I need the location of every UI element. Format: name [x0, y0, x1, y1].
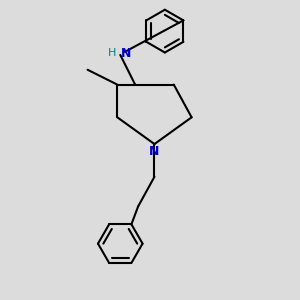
Text: N: N — [120, 47, 131, 60]
Text: H: H — [108, 48, 116, 59]
Text: N: N — [149, 145, 160, 158]
